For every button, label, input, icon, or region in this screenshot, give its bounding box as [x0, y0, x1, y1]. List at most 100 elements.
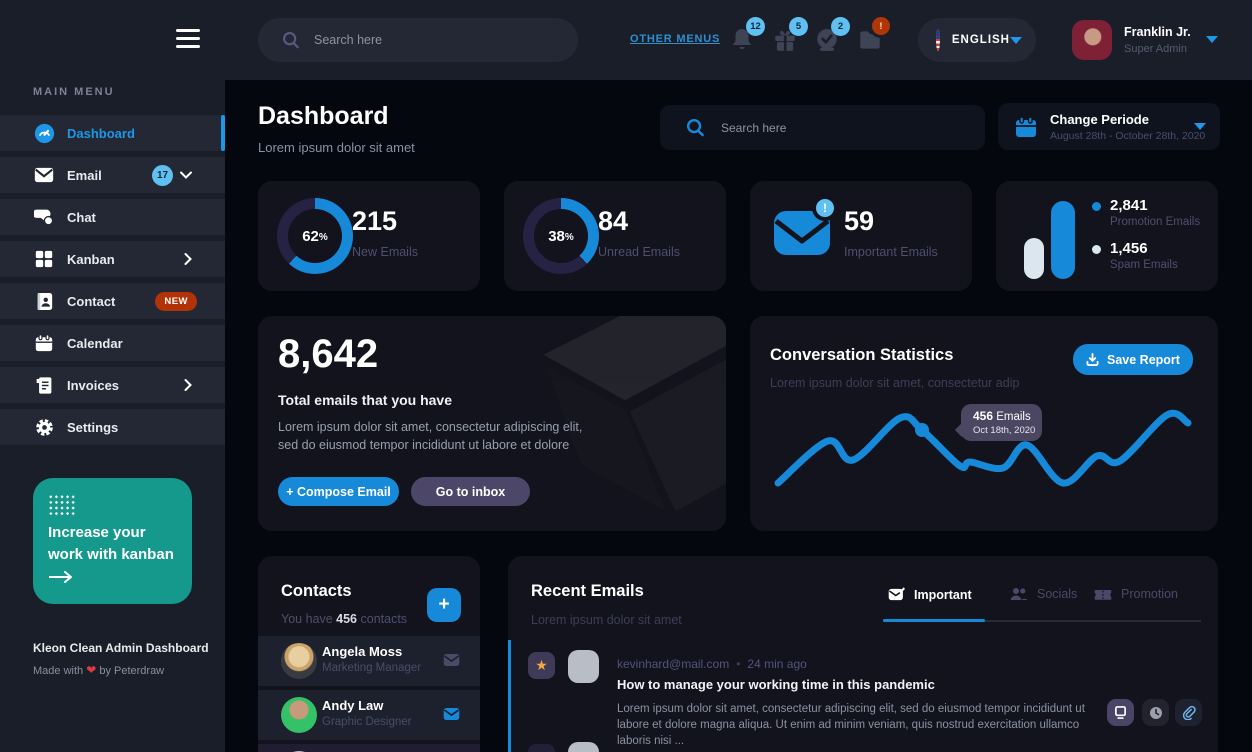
chevron-down-icon[interactable]: [180, 171, 192, 179]
sidebar-item-label: Kanban: [67, 251, 115, 267]
made-with-credit: Made with ❤ by Peterdraw: [33, 663, 165, 677]
contact-book-icon: [33, 292, 55, 311]
sidebar-item-email[interactable]: Email 17: [0, 157, 225, 193]
device-button[interactable]: [1107, 699, 1134, 726]
other-menus-link[interactable]: OTHER MENUS: [630, 33, 721, 45]
save-report-button[interactable]: Save Report: [1073, 344, 1193, 375]
hamburger-menu-icon[interactable]: [176, 29, 200, 49]
gift-notification[interactable]: 5: [772, 17, 808, 53]
main-content: Dashboard Lorem ipsum dolor sit amet Cha…: [225, 80, 1252, 752]
heart-icon: ❤: [86, 663, 97, 677]
main-menu-label: MAIN MENU: [33, 86, 115, 98]
envelope-check-icon: [888, 587, 905, 601]
email-subject[interactable]: How to manage your working time in this …: [617, 677, 935, 692]
sidebar-item-kanban[interactable]: Kanban: [0, 241, 225, 277]
dashboard-search-input[interactable]: [721, 120, 985, 135]
change-period-selector[interactable]: Change Periode August 28th - October 28t…: [998, 103, 1220, 150]
email-preview: Lorem ipsum dolor sit amet, consectetur …: [617, 703, 1085, 747]
contacts-count: You have 456 contacts: [281, 612, 408, 626]
alert-badge: !: [812, 195, 838, 221]
period-range: August 28th - October 28th, 2020: [1050, 130, 1206, 142]
recent-emails-card: Recent Emails Lorem ipsum dolor sit amet…: [508, 556, 1218, 752]
go-to-inbox-button[interactable]: Go to inbox: [411, 477, 530, 506]
sidebar-item-label: Contact: [67, 293, 116, 309]
approval-notification[interactable]: 2: [814, 17, 850, 53]
line-chart: 456 Emails Oct 18th, 2020 SundayMondayTu…: [770, 392, 1198, 594]
contact-row[interactable]: Andy Law Graphic Designer: [258, 690, 480, 740]
chevron-right-icon[interactable]: [184, 379, 192, 391]
total-emails-card: 8,642 Total emails that you have Lorem i…: [258, 316, 726, 531]
contacts-card: Contacts You have 456 contacts + Angela …: [258, 556, 480, 752]
conversation-statistics-card: Conversation Statistics Lorem ipsum dolo…: [750, 316, 1218, 594]
sidebar-item-calendar[interactable]: Calendar: [0, 325, 225, 361]
us-flag-icon: [936, 29, 940, 51]
cube-decoration: [543, 316, 726, 512]
sidebar-item-invoices[interactable]: Invoices: [0, 367, 225, 403]
legend-dot-white: [1092, 245, 1101, 254]
tab-important[interactable]: Important: [888, 587, 972, 602]
topbar: OTHER MENUS 12 5 2 ! ENGLISH Franklin Jr…: [225, 0, 1252, 80]
tab-promotion[interactable]: Promotion: [1094, 587, 1178, 601]
star-button[interactable]: ☆: [528, 744, 555, 752]
tab-socials[interactable]: Socials: [1010, 587, 1077, 601]
topbar-search-input[interactable]: [314, 33, 578, 47]
download-icon: [1086, 353, 1099, 366]
stat-card-important-emails: ! 59 Important Emails: [750, 181, 972, 291]
snooze-button[interactable]: [1142, 699, 1169, 726]
contacts-title: Contacts: [281, 582, 352, 600]
gauge-icon: [33, 123, 55, 144]
bar-chart-blue-bar: [1051, 201, 1075, 279]
user-avatar[interactable]: [1072, 20, 1112, 60]
attachment-button[interactable]: [1175, 699, 1202, 726]
contact-row[interactable]: Angela Moss Marketing Manager: [258, 636, 480, 686]
sidebar-item-settings[interactable]: Settings: [0, 409, 225, 445]
contact-row[interactable]: [258, 744, 480, 752]
language-selector[interactable]: ENGLISH: [918, 18, 1036, 62]
stat-label: Unread Emails: [598, 245, 680, 259]
sidebar-item-contact[interactable]: Contact NEW: [0, 283, 225, 319]
ticket-icon: [1094, 589, 1112, 600]
donut-chart: 62%: [277, 198, 353, 274]
dashboard-search: [660, 105, 985, 150]
chart-marker-dot: [915, 423, 929, 437]
topbar-search: [258, 18, 578, 62]
total-emails-body: Lorem ipsum dolor sit amet, consectetur …: [278, 420, 583, 452]
promo-text: Increase your work with kanban: [48, 524, 174, 563]
envelope-icon[interactable]: [443, 707, 460, 726]
conversation-title: Conversation Statistics: [770, 346, 954, 364]
compose-email-button[interactable]: + Compose Email: [278, 477, 399, 506]
page-title: Dashboard: [258, 102, 389, 130]
sidebar-item-dashboard[interactable]: Dashboard: [0, 115, 225, 151]
chevron-right-icon[interactable]: [184, 253, 192, 265]
profile-chevron-down-icon[interactable]: [1206, 36, 1218, 43]
stat-value: 215: [352, 206, 398, 236]
sidebar-item-label: Calendar: [67, 335, 123, 351]
user-name: Franklin Jr.: [1124, 25, 1191, 39]
gear-icon: [33, 418, 55, 437]
envelope-icon[interactable]: [443, 653, 460, 672]
envelope-icon: [774, 207, 832, 257]
kanban-icon: [33, 250, 55, 268]
sidebar-item-chat[interactable]: Chat: [0, 199, 225, 235]
arrow-right-icon[interactable]: [48, 570, 74, 588]
email-time: 24 min ago: [747, 657, 807, 671]
sidebar-item-label: Chat: [67, 209, 96, 225]
paperclip-icon: [1182, 705, 1196, 720]
sender-avatar: [568, 650, 599, 683]
legend-spam: 1,456 Spam Emails: [1092, 240, 1178, 271]
add-contact-button[interactable]: +: [427, 588, 461, 622]
star-button[interactable]: ★: [528, 652, 555, 679]
search-icon: [686, 118, 704, 137]
stat-label: New Emails: [352, 245, 418, 259]
gift-icon: [775, 30, 795, 51]
bell-notification[interactable]: 12: [729, 17, 765, 53]
email-meta: kevinhard@mail.com • 24 min ago: [617, 657, 807, 671]
chart-tooltip: 456 Emails Oct 18th, 2020: [961, 404, 1042, 441]
kanban-promo-card[interactable]: Increase your work with kanban: [33, 478, 192, 604]
sidebar-item-label: Email: [67, 167, 102, 183]
contact-avatar: [281, 643, 317, 679]
gift-badge: 5: [789, 17, 808, 36]
sender-address: kevinhard@mail.com: [617, 657, 730, 671]
folder-notification[interactable]: !: [857, 14, 893, 53]
donut-chart: 38%: [523, 198, 599, 274]
